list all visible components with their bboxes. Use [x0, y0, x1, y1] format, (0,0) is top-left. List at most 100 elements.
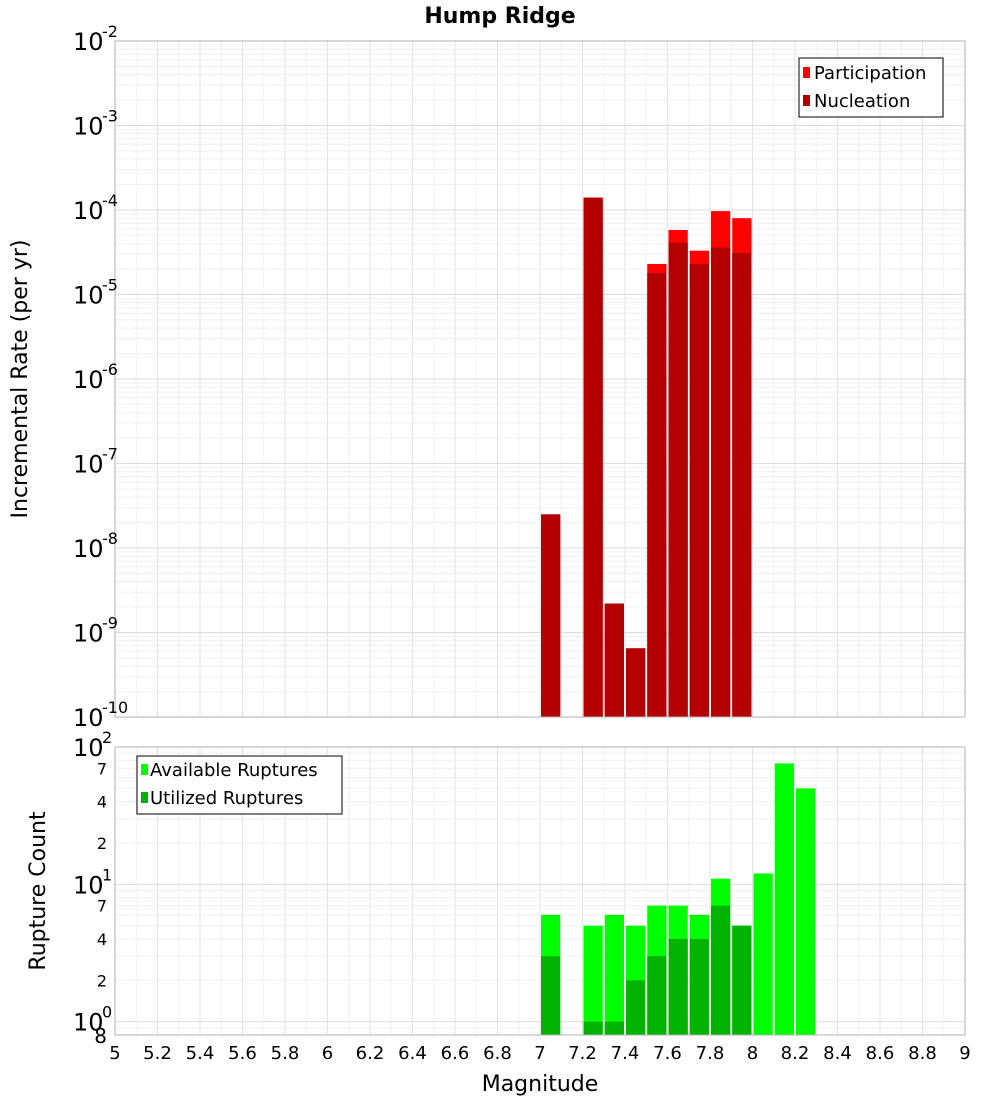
utilized-rupture-bar: [626, 980, 646, 1035]
x-tick-label: 6.2: [356, 1043, 385, 1064]
top-y-tick-label: 10: [73, 451, 104, 479]
x-tick-label: 8.6: [866, 1043, 895, 1064]
top-legend-box: [798, 57, 944, 118]
legend-utilized-swatch: [141, 792, 148, 803]
top-y-tick-label: 10: [73, 282, 104, 310]
x-tick-label: 7.8: [696, 1043, 725, 1064]
utilized-rupture-bar: [711, 905, 731, 1035]
available-rupture-bar: [774, 763, 794, 1035]
utilized-rupture-bar: [583, 1021, 603, 1035]
utilized-rupture-bar: [689, 939, 709, 1035]
nucleation-bar: [583, 197, 603, 718]
nucleation-bar: [732, 252, 752, 718]
bottom-y-minor-tick-label: 4: [97, 930, 107, 949]
top-legend: Participation Nucleation: [798, 57, 944, 118]
bottom-y-minor-tick-label: 2: [97, 971, 107, 990]
nucleation-bar: [626, 648, 646, 717]
legend-participation-label: Participation: [814, 63, 926, 84]
x-tick-label: 6: [322, 1043, 333, 1064]
bottom-y-minor-tick-label: 7: [97, 759, 107, 778]
bottom-legend: Available Ruptures Utilized Ruptures: [136, 755, 343, 815]
bottom-y-tick-exponent: 2: [102, 728, 112, 747]
x-tick-label: 5.6: [228, 1043, 257, 1064]
bottom-y-minor-tick-label: 2: [97, 834, 107, 853]
nucleation-bar: [541, 514, 561, 717]
bottom-y-minor-tick-label: 4: [97, 793, 107, 812]
top-grid: [114, 41, 966, 718]
legend-available-swatch: [141, 764, 148, 775]
nucleation-bar: [689, 263, 709, 717]
top-y-tick-exponent: -2: [102, 22, 118, 41]
top-y-tick-label: 10: [73, 535, 104, 563]
x-tick-label: 7.4: [611, 1043, 640, 1064]
top-y-tick-exponent: -4: [102, 191, 118, 210]
top-y-tick-label: 10: [73, 197, 104, 225]
top-y-tick-label: 10: [73, 704, 104, 732]
x-tick-label: 6.8: [483, 1043, 512, 1064]
top-y-tick-exponent: -9: [102, 614, 118, 633]
x-tick-label: 5: [109, 1043, 120, 1064]
utilized-rupture-bar: [541, 956, 561, 1035]
top-y-tick-label: 10: [73, 113, 104, 141]
top-y-tick-exponent: -7: [102, 445, 118, 464]
utilized-rupture-bar: [668, 939, 688, 1035]
x-axis-label: Magnitude: [482, 1072, 599, 1097]
x-tick-label: 5.2: [143, 1043, 172, 1064]
x-tick-labels: 5 5.2 5.4 5.6 5.8 6 6.2 6.4 6.6 6.8 7 7.2 7.4 7.6 7.8 8…: [109, 1043, 970, 1064]
legend-utilized-label: Utilized Ruptures: [150, 788, 303, 809]
x-tick-label: 6.4: [398, 1043, 427, 1064]
legend-participation-swatch: [803, 67, 810, 78]
x-tick-label: 8.8: [908, 1043, 937, 1064]
legend-nucleation-label: Nucleation: [814, 91, 910, 112]
x-tick-label: 7.2: [568, 1043, 597, 1064]
top-y-tick-exponent: -10: [102, 698, 128, 717]
top-y-axis-label: Incremental Rate (per yr): [8, 240, 33, 519]
top-y-tick-exponent: -6: [102, 360, 118, 379]
x-tick-label: 5.8: [271, 1043, 300, 1064]
top-y-tick-label: 10: [73, 28, 104, 56]
utilized-rupture-bar: [604, 1021, 624, 1035]
utilized-rupture-bar: [732, 925, 752, 1035]
legend-available-label: Available Ruptures: [150, 760, 318, 781]
top-y-tick-label: 10: [73, 620, 104, 648]
x-tick-label: 9: [959, 1043, 970, 1064]
bottom-y-tick-label: 10: [73, 734, 104, 762]
nucleation-bar: [604, 603, 624, 717]
utilized-rupture-bar: [647, 956, 667, 1035]
bottom-y-tick-exponent: 0: [102, 1003, 112, 1022]
x-tick-label: 5.4: [186, 1043, 215, 1064]
bottom-plot-frame: [114, 746, 966, 1036]
utilized-rupture-bars: [541, 905, 752, 1035]
bottom-y-minor-tick-label: 8: [94, 1024, 107, 1048]
nucleation-bar: [647, 272, 667, 717]
bottom-y-tick-label: 10: [73, 1009, 104, 1037]
x-tick-label: 8.4: [823, 1043, 852, 1064]
top-y-tick-exponent: -8: [102, 529, 118, 548]
top-y-tick-exponent: -5: [102, 276, 118, 295]
available-rupture-bar: [753, 873, 773, 1035]
available-rupture-bar: [604, 914, 624, 1035]
bottom-y-minor-tick-label: 7: [97, 897, 107, 916]
bottom-legend-box: [136, 755, 343, 815]
x-tick-label: 7: [534, 1043, 545, 1064]
x-tick-label: 8.2: [781, 1043, 810, 1064]
bottom-y-tick-label: 10: [73, 871, 104, 899]
legend-nucleation-swatch: [803, 95, 810, 106]
bottom-y-axis-label: Rupture Count: [26, 811, 51, 971]
x-tick-label: 8: [747, 1043, 758, 1064]
top-y-tick-label: 10: [73, 366, 104, 394]
top-plot-frame: [114, 40, 966, 718]
nucleation-bars: [541, 197, 752, 718]
x-tick-label: 7.6: [653, 1043, 682, 1064]
bottom-y-tick-exponent: 1: [102, 865, 112, 884]
x-tick-label: 6.6: [441, 1043, 470, 1064]
nucleation-bar: [711, 247, 731, 717]
available-rupture-bar: [796, 788, 816, 1035]
chart-title: Hump Ridge: [424, 4, 575, 29]
nucleation-bar: [668, 242, 688, 717]
